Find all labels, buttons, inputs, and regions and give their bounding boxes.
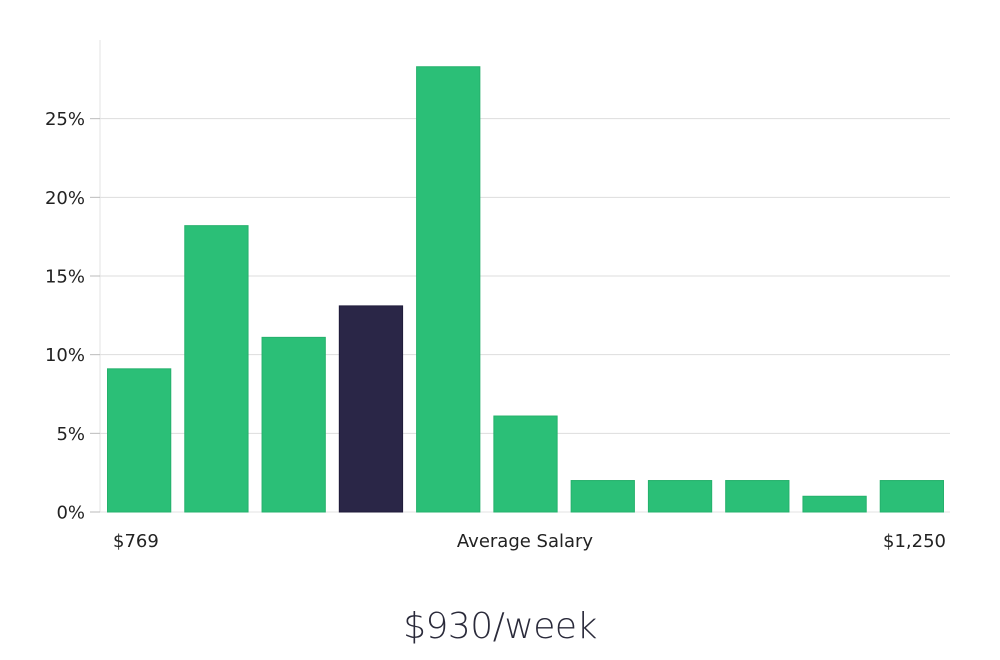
- bar: [725, 480, 790, 513]
- bar: [493, 415, 558, 513]
- bars: [107, 66, 945, 513]
- x-label-max: $1,250: [883, 531, 946, 552]
- bar: [416, 66, 481, 513]
- bar: [184, 225, 249, 513]
- salary-histogram: 0% 5% 10% 15% 20% 25% $769 Average Salary $1,…: [45, 40, 950, 552]
- y-tick-labels: 0% 5% 10% 15% 20% 25%: [45, 109, 100, 524]
- bar: [570, 480, 635, 513]
- y-tick-label: 0%: [56, 503, 85, 524]
- x-label-min: $769: [113, 531, 159, 552]
- average-salary-caption: $930/week: [403, 606, 597, 647]
- y-tick-label: 5%: [56, 424, 85, 445]
- bar: [647, 480, 713, 513]
- y-tick-label: 10%: [45, 345, 85, 366]
- y-tick-label: 15%: [45, 267, 85, 288]
- bar: [261, 336, 326, 513]
- bar-highlighted: [338, 305, 404, 513]
- x-label-average: Average Salary: [457, 531, 594, 552]
- y-tick-label: 25%: [45, 109, 85, 130]
- x-axis-labels: $769 Average Salary $1,250: [113, 531, 946, 552]
- bar: [107, 368, 172, 513]
- y-tick-label: 20%: [45, 188, 85, 209]
- bar: [802, 495, 867, 513]
- bar: [879, 480, 945, 513]
